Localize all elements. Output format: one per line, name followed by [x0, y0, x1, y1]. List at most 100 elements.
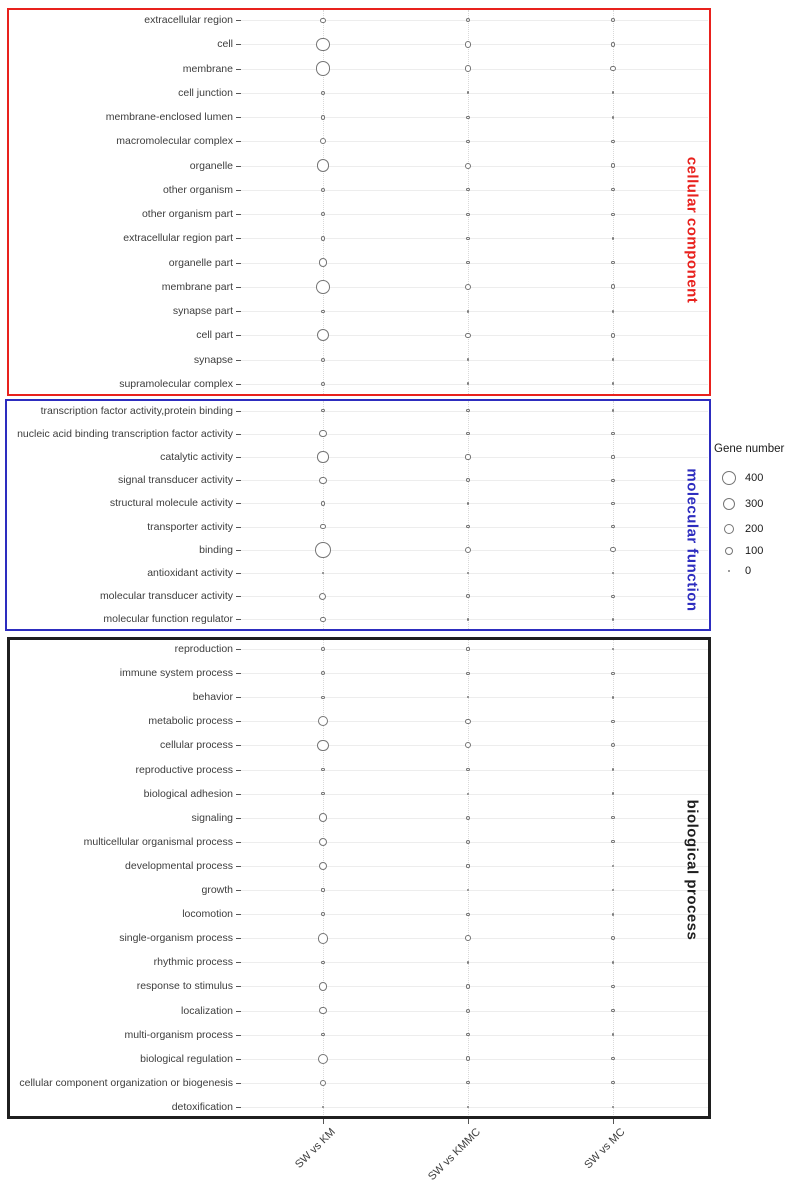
category-label: catalytic activity — [160, 451, 233, 463]
row-gridline — [240, 842, 708, 843]
bubble — [466, 432, 470, 436]
bubble — [466, 358, 470, 362]
row-gridline — [240, 360, 708, 361]
y-axis-tick — [236, 1035, 241, 1036]
row-gridline — [240, 190, 708, 191]
row-gridline — [240, 794, 708, 795]
column-guide-1 — [323, 10, 324, 394]
bubble — [466, 960, 470, 964]
y-axis-tick — [236, 44, 241, 45]
bubble — [466, 309, 470, 313]
row-gridline — [240, 1035, 708, 1036]
row-gridline — [240, 335, 708, 336]
bubble — [611, 432, 615, 436]
bubble — [464, 65, 472, 72]
row-gridline — [240, 721, 708, 722]
bubble — [466, 188, 470, 192]
bubble — [611, 1033, 615, 1037]
category-label: synapse part — [172, 305, 233, 318]
column-guide-2 — [468, 10, 469, 394]
row-gridline — [240, 1011, 708, 1012]
bubble — [465, 1056, 471, 1062]
bubble — [466, 236, 470, 240]
y-axis-tick — [236, 962, 241, 963]
row-gridline — [240, 480, 708, 481]
bubble — [611, 409, 615, 412]
bubble — [466, 912, 470, 916]
y-axis-tick — [236, 69, 241, 70]
column-guide-1 — [323, 401, 324, 629]
y-axis-tick — [236, 673, 241, 674]
y-axis-tick — [236, 141, 241, 142]
bubble — [319, 430, 327, 438]
bubble — [611, 571, 615, 575]
row-gridline — [240, 238, 708, 239]
y-axis-tick — [236, 1011, 241, 1012]
y-axis-tick — [236, 1059, 241, 1060]
bubble — [611, 912, 615, 916]
category-label: detoxification — [171, 1100, 233, 1113]
row-gridline — [240, 866, 708, 867]
row-gridline — [240, 263, 708, 264]
bubble — [320, 501, 326, 506]
bubble — [466, 139, 470, 144]
bubble — [466, 594, 470, 599]
y-axis-tick — [236, 384, 241, 385]
y-axis-tick — [236, 20, 241, 21]
row-gridline — [240, 384, 708, 385]
y-axis-tick — [236, 93, 241, 94]
bubble — [320, 357, 325, 362]
y-axis-tick — [236, 842, 241, 843]
bubble — [611, 647, 615, 651]
bubble — [465, 454, 471, 460]
bubble — [320, 211, 326, 217]
bubble — [611, 719, 615, 723]
y-axis-tick — [236, 550, 241, 551]
category-label: organelle — [189, 159, 233, 172]
category-label: structural molecule activity — [109, 497, 233, 510]
y-axis-tick — [236, 818, 241, 819]
category-label: multi-organism process — [124, 1028, 233, 1041]
bubble — [466, 647, 470, 651]
bubble — [611, 91, 615, 95]
bubble — [465, 283, 471, 290]
bubble — [610, 547, 616, 553]
bubble — [610, 65, 616, 72]
row-gridline — [240, 1083, 708, 1084]
bubble — [319, 861, 327, 870]
category-label: signal transducer activity — [118, 474, 233, 487]
category-label: antioxidant activity — [147, 567, 233, 579]
biological-process-box — [7, 637, 711, 1119]
bubble — [320, 523, 326, 530]
bubble — [610, 333, 616, 338]
bubble — [611, 525, 615, 529]
bubble — [321, 791, 325, 796]
bubble — [466, 696, 470, 699]
row-gridline — [240, 770, 708, 771]
y-axis-tick — [236, 238, 241, 239]
bubble — [611, 212, 615, 216]
bubble — [611, 382, 615, 386]
bubble — [611, 18, 615, 22]
legend-size-circle — [722, 497, 736, 511]
y-axis-tick — [236, 214, 241, 215]
bubble — [611, 840, 615, 844]
bubble — [318, 837, 328, 846]
bubble — [611, 1081, 615, 1085]
bubble — [465, 718, 471, 724]
y-axis-tick — [236, 480, 241, 481]
row-gridline — [240, 166, 708, 167]
bubble — [611, 188, 615, 192]
bubble — [466, 501, 470, 505]
x-axis-tick — [468, 1119, 469, 1124]
y-axis-tick — [236, 457, 241, 458]
bubble — [464, 546, 472, 553]
y-axis-tick — [236, 360, 241, 361]
legend-size-circle — [721, 470, 737, 486]
row-gridline — [240, 818, 708, 819]
y-axis-tick — [236, 745, 241, 746]
category-label: biological regulation — [140, 1052, 233, 1065]
row-gridline — [240, 117, 708, 118]
bubble — [611, 594, 615, 598]
bubble — [610, 284, 616, 290]
